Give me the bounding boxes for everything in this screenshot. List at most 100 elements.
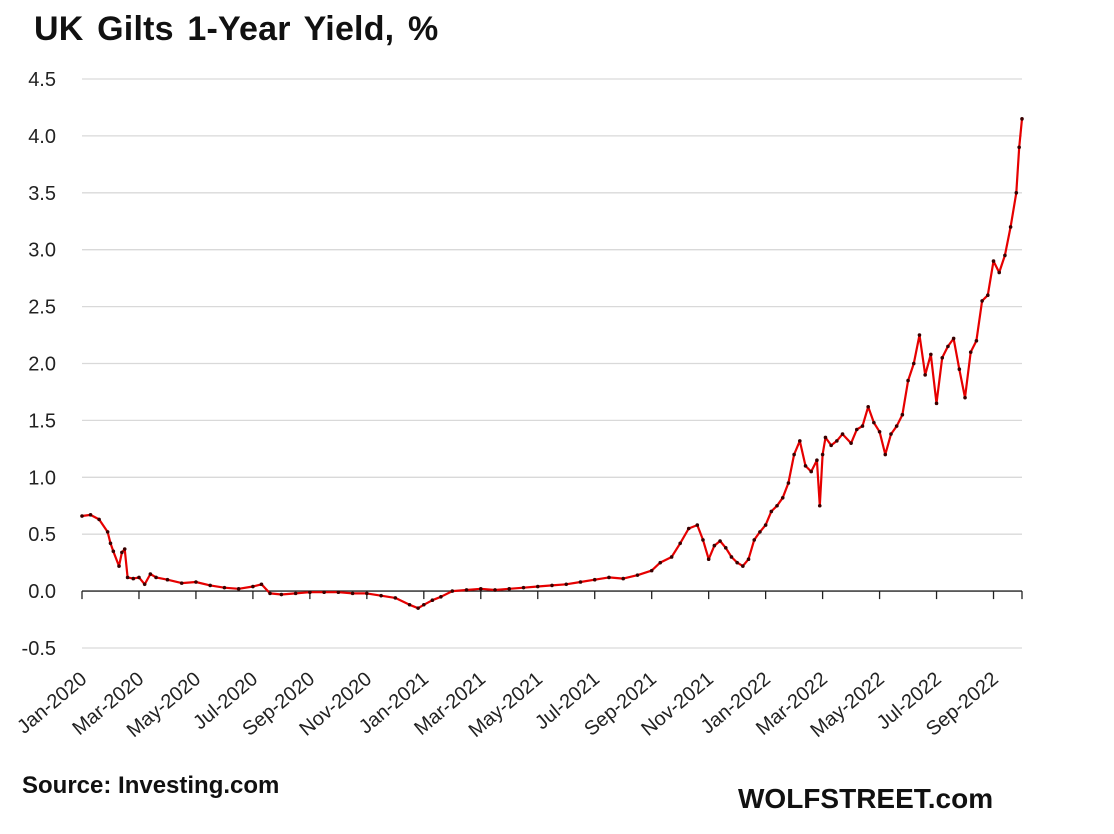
data-point	[775, 503, 779, 508]
data-point	[718, 539, 722, 543]
data-point	[900, 412, 905, 417]
y-axis-tick-labels: 4.5 4.0 3.5 3.0 2.5 2.0 1.5 1.0 0.5 0.0 -0.5	[22, 69, 56, 660]
y-tick-label: 1.0	[28, 467, 56, 489]
data-point	[430, 598, 435, 603]
data-point	[957, 367, 962, 371]
data-point	[815, 458, 819, 463]
data-point	[889, 432, 893, 436]
data-point	[208, 583, 212, 588]
data-point	[798, 439, 802, 443]
brand-logo-text: WOLFSTREET.com	[738, 783, 994, 814]
data-point	[934, 401, 939, 406]
data-point	[746, 557, 751, 562]
data-point	[951, 336, 956, 341]
data-point	[729, 555, 734, 559]
data-point	[686, 526, 691, 531]
data-point	[350, 591, 355, 596]
data-point	[621, 576, 626, 581]
data-point	[658, 560, 663, 565]
y-tick-label: 3.0	[28, 240, 56, 262]
data-point	[407, 602, 412, 607]
data-point	[142, 582, 147, 587]
data-point	[1008, 225, 1013, 229]
data-point	[701, 538, 705, 542]
gridlines	[82, 78, 1022, 649]
data-point	[105, 530, 110, 534]
data-point	[521, 585, 526, 590]
data-point	[678, 541, 682, 546]
data-point	[894, 424, 899, 428]
data-point	[179, 581, 184, 585]
data-point	[97, 517, 101, 522]
data-point	[940, 356, 945, 360]
y-tick-label: 3.5	[28, 183, 56, 205]
data-point	[980, 299, 984, 303]
data-point	[550, 583, 554, 588]
data-point	[493, 588, 497, 592]
data-point	[695, 523, 700, 527]
data-point	[117, 564, 121, 568]
data-point	[735, 560, 739, 565]
data-point	[786, 481, 791, 485]
data-point	[379, 593, 383, 598]
data-point	[997, 270, 1002, 275]
data-point	[236, 587, 241, 591]
data-point	[860, 424, 865, 428]
data-point	[165, 577, 170, 582]
data-point	[963, 395, 967, 400]
data-point	[840, 432, 845, 436]
data-point	[422, 602, 426, 607]
data-point	[450, 589, 455, 593]
data-point	[803, 464, 808, 468]
data-point	[535, 584, 540, 589]
data-point	[946, 344, 950, 349]
data-point	[308, 590, 312, 595]
data-point	[80, 514, 84, 518]
data-point	[222, 585, 227, 590]
data-point	[578, 580, 583, 584]
data-point	[111, 549, 116, 554]
data-point	[780, 495, 785, 500]
data-point	[872, 420, 876, 425]
data-point	[854, 427, 859, 432]
data-point	[669, 555, 674, 559]
data-point	[769, 509, 774, 514]
data-point	[974, 338, 979, 343]
y-tick-label: 2.0	[28, 354, 56, 376]
data-point	[991, 259, 996, 263]
data-point	[336, 590, 341, 595]
data-point	[393, 596, 398, 600]
y-tick-label: 1.5	[28, 410, 56, 432]
data-point	[439, 594, 443, 599]
data-point	[823, 435, 828, 440]
data-point	[607, 575, 611, 580]
data-point	[1020, 117, 1024, 121]
data-point	[108, 541, 113, 546]
data-point	[259, 582, 264, 587]
data-point	[792, 452, 796, 457]
data-point	[752, 538, 757, 542]
data-point	[635, 573, 640, 577]
data-point	[148, 572, 153, 576]
data-point	[137, 575, 141, 580]
data-point	[877, 429, 882, 434]
data-point	[1003, 253, 1007, 258]
data-point	[835, 439, 839, 443]
y-tick-label: 4.5	[28, 69, 56, 91]
data-point	[723, 546, 728, 550]
chart-title: UK Gilts 1-Year Yield, %	[34, 10, 439, 48]
data-point	[712, 543, 717, 548]
source-note: Source: Investing.com	[22, 772, 280, 799]
data-point	[911, 361, 916, 366]
data-point	[478, 587, 483, 591]
y-tick-label: 2.5	[28, 297, 56, 319]
data-point	[251, 584, 255, 589]
data-point	[906, 378, 910, 383]
data-point	[592, 577, 597, 582]
data-point	[194, 580, 198, 584]
data-point	[322, 590, 326, 595]
data-point	[809, 469, 814, 474]
x-axis-tick-labels: Jan-2020Mar-2020May-2020Jul-2020Sep-2020…	[13, 668, 1003, 742]
data-point	[1014, 191, 1019, 195]
data-point	[88, 513, 93, 517]
